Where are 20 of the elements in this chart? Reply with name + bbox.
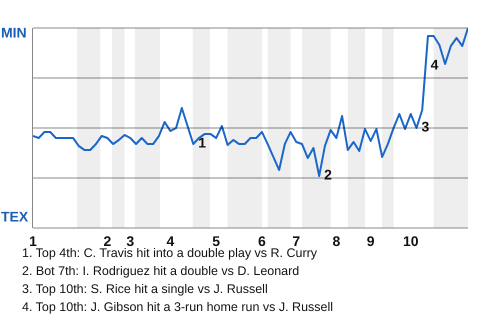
x-tick-label: 1 [29,232,38,249]
annotation: 2 [324,166,332,183]
x-tick-label: 10 [402,232,419,249]
text: 1. Top 4th: C. Travis hit into a double play vs R. Curry [22,246,318,262]
x-tick-label: 9 [366,232,375,249]
x-tick-label: 7 [292,232,300,249]
x-tick-label: 5 [212,232,220,249]
text: MIN [1,24,27,41]
annotation: 4 [430,56,439,72]
text: TEX [1,208,29,225]
x-tick-label: 8 [332,232,340,249]
x-tick-label: 6 [258,232,266,249]
annotation: 3 [421,118,430,135]
x-tick-label: 2 [104,232,112,249]
text: 4. Top 10th: J. Gibson hit a 3-run home run vs J. Russell [22,299,334,316]
annotation: 1 [198,134,206,151]
x-tick-label: 4 [166,232,174,249]
text: 2. Bot 7th: I. Rodriguez hit a double vs D. Leonard [22,263,300,280]
text: 3. Top 10th: S. Rice hit a single vs J. Russell [22,281,269,298]
x-tick-label: 3 [126,232,134,249]
